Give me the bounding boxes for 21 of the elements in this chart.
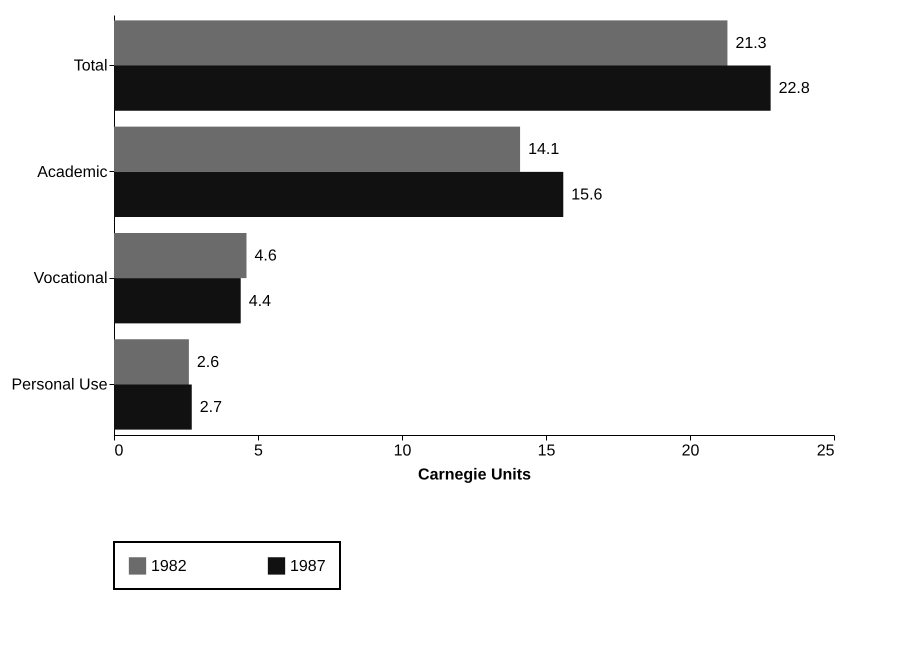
x-tick-label: 15: [538, 442, 556, 460]
data-label: 4.4: [248, 292, 272, 310]
y-tick-label: Total: [74, 58, 108, 75]
data-label: 14.1: [528, 141, 560, 158]
data-label: 22.8: [778, 80, 810, 98]
y-tick-label: Academic: [37, 164, 108, 181]
data-label: 2.7: [200, 399, 222, 416]
data-label: 2.6: [196, 354, 220, 371]
x-tick-label: 10: [394, 442, 412, 460]
x-tick-label: 25: [816, 442, 835, 460]
x-tick-label: 20: [682, 442, 700, 460]
legend-label: 1982: [151, 558, 187, 575]
legend-label: 1987: [290, 558, 326, 575]
x-axis-title: Carnegie Units: [418, 466, 532, 484]
data-label: 4.6: [254, 248, 277, 265]
data-label: 21.3: [735, 34, 767, 52]
data-label: 15.6: [571, 186, 603, 204]
x-tick-label: 0: [114, 442, 124, 460]
x-tick-label: 5: [254, 442, 264, 460]
y-tick-label: Vocational: [34, 270, 108, 288]
y-tick-label: Personal Use: [11, 376, 108, 394]
